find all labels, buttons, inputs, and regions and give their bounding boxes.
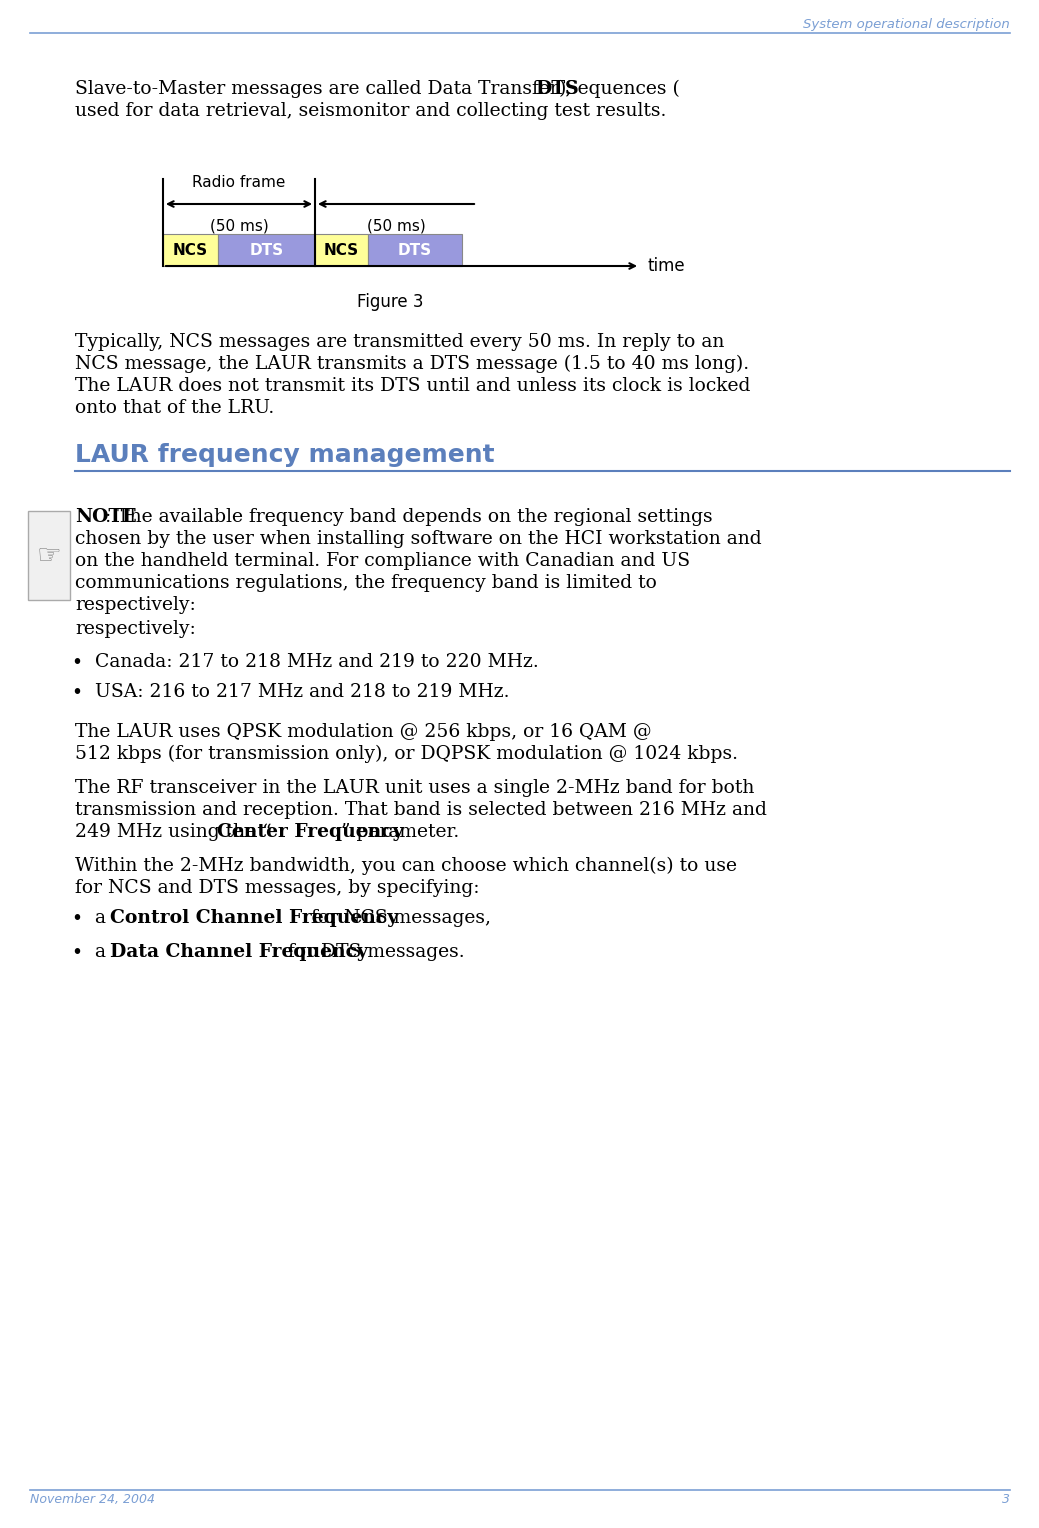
- Text: : The available frequency band depends on the regional settings: : The available frequency band depends o…: [105, 507, 713, 526]
- Text: LAUR frequency management: LAUR frequency management: [75, 443, 495, 468]
- Text: transmission and reception. That band is selected between 216 MHz and: transmission and reception. That band is…: [75, 801, 767, 819]
- Text: USA: 216 to 217 MHz and 218 to 219 MHz.: USA: 216 to 217 MHz and 218 to 219 MHz.: [95, 683, 509, 701]
- Text: for NCS messages,: for NCS messages,: [305, 909, 491, 927]
- Text: Center Frequency: Center Frequency: [216, 824, 403, 840]
- Text: ” parameter.: ” parameter.: [342, 824, 459, 840]
- Text: •: •: [72, 683, 82, 701]
- Text: for NCS and DTS messages, by specifying:: for NCS and DTS messages, by specifying:: [75, 879, 480, 897]
- Text: onto that of the LRU.: onto that of the LRU.: [75, 399, 274, 417]
- Text: Canada: 217 to 218 MHz and 219 to 220 MHz.: Canada: 217 to 218 MHz and 219 to 220 MH…: [95, 652, 539, 671]
- Text: (50 ms): (50 ms): [367, 219, 425, 232]
- Text: NCS message, the LAUR transmits a DTS message (1.5 to 40 ms long).: NCS message, the LAUR transmits a DTS me…: [75, 354, 749, 373]
- Text: •: •: [72, 652, 82, 672]
- Text: NOTE: NOTE: [75, 507, 137, 526]
- Text: 249 MHz using the “: 249 MHz using the “: [75, 824, 271, 840]
- Text: respectively:: respectively:: [75, 620, 195, 639]
- Text: ☞: ☞: [36, 542, 61, 570]
- Text: DTS: DTS: [249, 243, 284, 258]
- Text: NCS: NCS: [324, 243, 359, 258]
- Text: on the handheld terminal. For compliance with Canadian and US: on the handheld terminal. For compliance…: [75, 552, 690, 570]
- Text: Control Channel Frequency: Control Channel Frequency: [110, 909, 398, 927]
- Text: 512 kbps (for transmission only), or DQPSK modulation @ 1024 kbps.: 512 kbps (for transmission only), or DQP…: [75, 746, 738, 764]
- Text: The LAUR does not transmit its DTS until and unless its clock is locked: The LAUR does not transmit its DTS until…: [75, 377, 750, 396]
- Text: DTS: DTS: [398, 243, 432, 258]
- Text: The RF transceiver in the LAUR unit uses a single 2-MHz band for both: The RF transceiver in the LAUR unit uses…: [75, 779, 754, 798]
- Text: Typically, NCS messages are transmitted every 50 ms. In reply to an: Typically, NCS messages are transmitted …: [75, 333, 724, 351]
- Text: Data Channel Frequency: Data Channel Frequency: [110, 943, 368, 961]
- FancyBboxPatch shape: [218, 234, 315, 266]
- Text: chosen by the user when installing software on the HCI workstation and: chosen by the user when installing softw…: [75, 530, 762, 549]
- Text: ),: ),: [558, 79, 571, 98]
- Text: a: a: [95, 909, 112, 927]
- Text: NCS: NCS: [172, 243, 208, 258]
- FancyBboxPatch shape: [163, 234, 218, 266]
- Text: Within the 2-MHz bandwidth, you can choose which channel(s) to use: Within the 2-MHz bandwidth, you can choo…: [75, 857, 737, 876]
- Text: Radio frame: Radio frame: [192, 176, 286, 189]
- Text: respectively:: respectively:: [75, 596, 195, 614]
- Text: time: time: [648, 257, 686, 275]
- Text: DTS: DTS: [535, 79, 580, 98]
- Text: Slave-to-Master messages are called Data Transfer Sequences (: Slave-to-Master messages are called Data…: [75, 79, 680, 98]
- FancyBboxPatch shape: [28, 510, 70, 601]
- Text: (50 ms): (50 ms): [210, 219, 268, 232]
- Text: for DTS messages.: for DTS messages.: [282, 943, 464, 961]
- Text: used for data retrieval, seismonitor and collecting test results.: used for data retrieval, seismonitor and…: [75, 102, 666, 121]
- FancyBboxPatch shape: [315, 234, 368, 266]
- Text: •: •: [72, 909, 82, 927]
- Text: Figure 3: Figure 3: [356, 293, 423, 312]
- FancyBboxPatch shape: [368, 234, 462, 266]
- Text: System operational description: System operational description: [803, 18, 1010, 31]
- Text: The LAUR uses QPSK modulation @ 256 kbps, or 16 QAM @: The LAUR uses QPSK modulation @ 256 kbps…: [75, 723, 651, 741]
- Text: 3: 3: [1002, 1493, 1010, 1507]
- Text: a: a: [95, 943, 112, 961]
- Text: communications regulations, the frequency band is limited to: communications regulations, the frequenc…: [75, 575, 657, 591]
- Text: November 24, 2004: November 24, 2004: [30, 1493, 155, 1507]
- Text: •: •: [72, 943, 82, 963]
